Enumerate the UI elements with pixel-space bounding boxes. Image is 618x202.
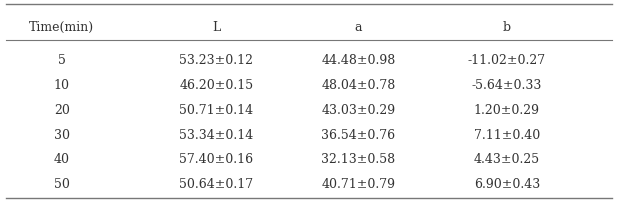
- Text: 6.90±0.43: 6.90±0.43: [473, 177, 540, 190]
- Text: 7.11±0.40: 7.11±0.40: [473, 128, 540, 141]
- Text: -11.02±0.27: -11.02±0.27: [468, 54, 546, 67]
- Text: 53.23±0.12: 53.23±0.12: [179, 54, 253, 67]
- Text: 40: 40: [54, 153, 70, 166]
- Text: b: b: [502, 21, 511, 34]
- Text: 36.54±0.76: 36.54±0.76: [321, 128, 396, 141]
- Text: 46.20±0.15: 46.20±0.15: [179, 79, 253, 92]
- Text: -5.64±0.33: -5.64±0.33: [472, 79, 542, 92]
- Text: 57.40±0.16: 57.40±0.16: [179, 153, 253, 166]
- Text: 32.13±0.58: 32.13±0.58: [321, 153, 396, 166]
- Text: Time(min): Time(min): [29, 21, 95, 34]
- Text: 50: 50: [54, 177, 70, 190]
- Text: 53.34±0.14: 53.34±0.14: [179, 128, 253, 141]
- Text: 10: 10: [54, 79, 70, 92]
- Text: 48.04±0.78: 48.04±0.78: [321, 79, 396, 92]
- Text: 1.20±0.29: 1.20±0.29: [474, 103, 540, 116]
- Text: 5: 5: [58, 54, 66, 67]
- Text: 40.71±0.79: 40.71±0.79: [321, 177, 396, 190]
- Text: 4.43±0.25: 4.43±0.25: [474, 153, 540, 166]
- Text: L: L: [212, 21, 221, 34]
- Text: 50.64±0.17: 50.64±0.17: [179, 177, 253, 190]
- Text: a: a: [355, 21, 362, 34]
- Text: 30: 30: [54, 128, 70, 141]
- Text: 50.71±0.14: 50.71±0.14: [179, 103, 253, 116]
- Text: 43.03±0.29: 43.03±0.29: [321, 103, 396, 116]
- Text: 44.48±0.98: 44.48±0.98: [321, 54, 396, 67]
- Text: 20: 20: [54, 103, 70, 116]
